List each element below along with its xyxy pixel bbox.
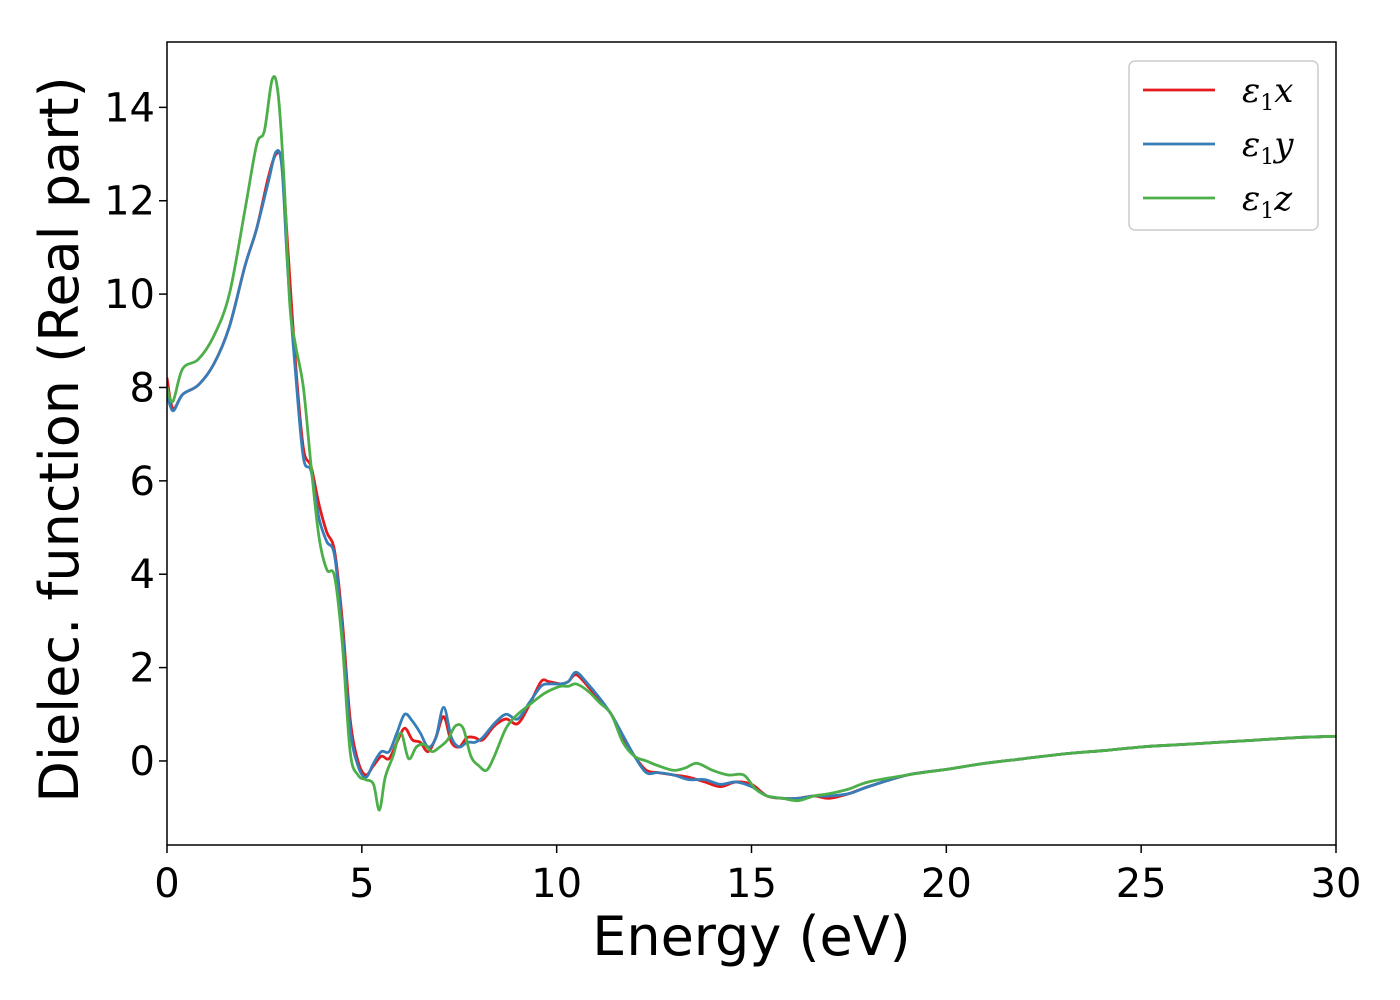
y-axis-ticks: 0 2 4 6 8 10 12 14 xyxy=(104,85,167,785)
x-tick-label: 15 xyxy=(726,861,777,907)
y-tick-label: 10 xyxy=(104,272,155,318)
series-line-1 xyxy=(167,150,1336,801)
y-tick-label: 4 xyxy=(130,552,155,598)
y-tick-label: 6 xyxy=(130,459,155,505)
y-tick-label: 2 xyxy=(130,646,155,692)
y-axis-label: Dielec. function (Real part) xyxy=(28,76,91,802)
legend-label: ε1x xyxy=(1242,71,1293,116)
x-tick-label: 10 xyxy=(531,861,582,907)
y-tick-label: 8 xyxy=(130,365,155,411)
x-tick-label: 0 xyxy=(154,861,179,907)
legend: ε1x ε1y ε1z xyxy=(1128,60,1319,231)
y-tick-label: 14 xyxy=(104,85,155,131)
legend-label: ε1z xyxy=(1242,179,1293,224)
x-tick-label: 25 xyxy=(1116,861,1167,907)
series-layer xyxy=(167,75,1336,812)
x-tick-label: 30 xyxy=(1311,861,1362,907)
legend-box xyxy=(1128,60,1319,231)
x-axis-label: Energy (eV) xyxy=(592,905,911,968)
x-tick-label: 20 xyxy=(921,861,972,907)
series-line-2 xyxy=(167,149,1336,801)
series-line-3 xyxy=(167,75,1336,812)
x-tick-label: 5 xyxy=(349,861,374,907)
y-tick-label: 12 xyxy=(104,179,155,225)
y-tick-label: 0 xyxy=(130,739,155,785)
x-axis-ticks: 0 5 10 15 20 25 30 xyxy=(154,845,1361,907)
legend-label: ε1y xyxy=(1242,125,1294,170)
